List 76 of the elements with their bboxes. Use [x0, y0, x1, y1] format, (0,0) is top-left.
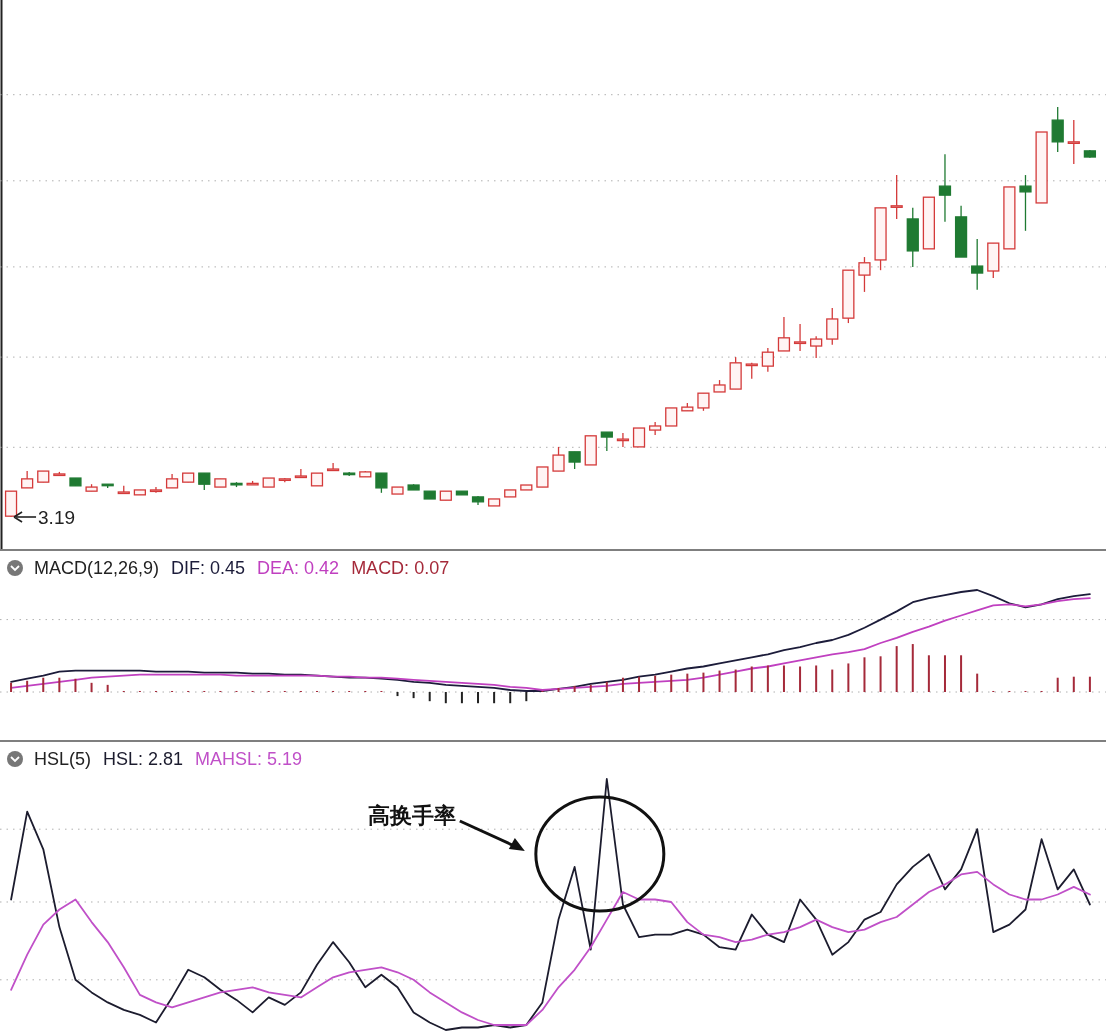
bar — [412, 692, 415, 699]
candlestick — [826, 307, 839, 346]
bar — [911, 644, 914, 692]
candlestick — [375, 472, 388, 494]
bar — [444, 692, 447, 704]
bar — [621, 677, 624, 692]
candlestick — [1067, 119, 1080, 165]
bar — [718, 670, 721, 692]
bar — [1072, 676, 1075, 692]
text: MAHSL: 5.19 — [195, 749, 303, 769]
candlestick — [616, 432, 630, 448]
bar — [734, 669, 737, 692]
candlestick — [665, 407, 678, 427]
bar — [493, 692, 496, 704]
bar — [960, 655, 963, 692]
bar — [670, 674, 673, 692]
candlestick — [632, 427, 646, 448]
candlestick — [600, 431, 613, 452]
candlestick — [326, 462, 340, 472]
bar — [106, 684, 109, 692]
candlestick — [858, 256, 871, 293]
bar — [460, 692, 463, 704]
bar — [557, 687, 560, 692]
bar — [815, 665, 818, 692]
candlestick — [761, 347, 774, 373]
bar — [26, 680, 29, 692]
bar — [927, 655, 930, 692]
candlestick — [810, 335, 823, 359]
bar — [509, 692, 512, 704]
bar — [895, 646, 898, 692]
bar — [943, 655, 946, 692]
bar — [74, 678, 77, 692]
bar — [525, 692, 528, 702]
bar — [42, 677, 45, 692]
bar — [750, 666, 753, 692]
candlestick — [890, 174, 903, 220]
bar — [58, 677, 61, 692]
bar — [863, 657, 866, 692]
bar — [605, 681, 608, 692]
bar — [847, 663, 850, 692]
bar — [831, 669, 834, 692]
bar — [477, 692, 480, 704]
candlestick — [777, 316, 791, 352]
text: DEA: 0.42 — [257, 558, 340, 578]
candlestick — [294, 468, 308, 479]
candlestick — [536, 466, 549, 488]
chart-title: MACD(12,26,9) — [34, 558, 160, 578]
bar — [686, 673, 689, 692]
candlestick — [938, 153, 952, 223]
bar — [589, 684, 592, 692]
text: MACD: 0.07 — [351, 558, 450, 578]
candlestick — [971, 238, 984, 291]
bar — [396, 692, 399, 697]
bar — [879, 656, 882, 692]
bar — [638, 676, 641, 692]
bar — [573, 685, 576, 692]
bar — [799, 666, 802, 692]
text: DIF: 0.45 — [171, 558, 246, 578]
bar — [10, 682, 13, 692]
bar — [1056, 677, 1059, 692]
bar — [90, 682, 93, 692]
bar — [1088, 676, 1091, 692]
annotation: 高换手率 — [367, 803, 456, 828]
candlestick — [1051, 106, 1064, 153]
chart-title: HSL(5) — [34, 749, 92, 769]
bar — [766, 665, 769, 692]
bar — [702, 672, 705, 692]
bar — [782, 665, 785, 692]
bar — [976, 673, 979, 692]
candlestick — [552, 446, 565, 472]
bar — [428, 692, 431, 702]
candlestick — [793, 323, 807, 352]
annotation: 3.19 — [38, 507, 76, 528]
bar — [654, 675, 657, 692]
text: HSL: 2.81 — [103, 749, 184, 769]
candlestick — [1019, 174, 1032, 232]
